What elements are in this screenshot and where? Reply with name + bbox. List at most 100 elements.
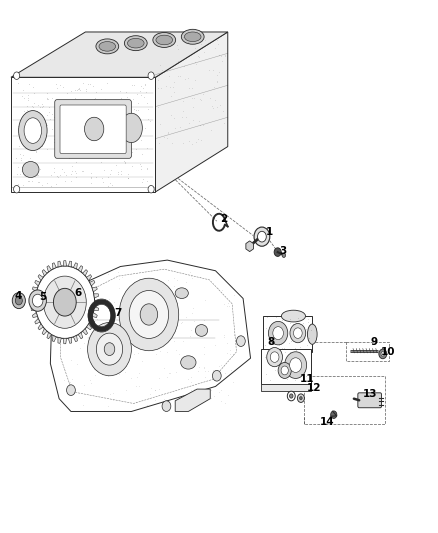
Point	[198, 39, 205, 48]
Point	[134, 133, 141, 142]
Circle shape	[53, 288, 76, 316]
Point	[226, 345, 233, 354]
Point	[165, 286, 172, 295]
Point	[20, 181, 27, 190]
Point	[143, 164, 150, 172]
Point	[35, 136, 42, 144]
Point	[291, 328, 298, 336]
Point	[44, 88, 51, 97]
Point	[93, 150, 100, 158]
Point	[124, 133, 131, 142]
Point	[131, 286, 138, 294]
Point	[53, 79, 60, 88]
Point	[118, 359, 125, 368]
Point	[186, 84, 193, 92]
Point	[75, 84, 82, 93]
Point	[284, 360, 291, 368]
Point	[99, 178, 106, 187]
Point	[138, 161, 145, 170]
Point	[76, 122, 83, 131]
Point	[200, 48, 207, 56]
Point	[180, 337, 187, 345]
Polygon shape	[263, 316, 312, 352]
Point	[136, 382, 143, 390]
Point	[115, 284, 122, 292]
Point	[73, 303, 80, 311]
Point	[185, 375, 192, 383]
Circle shape	[379, 349, 387, 359]
Point	[193, 60, 200, 69]
Point	[79, 109, 86, 117]
Point	[105, 148, 112, 156]
Point	[288, 337, 295, 345]
Text: 13: 13	[363, 390, 378, 399]
Point	[142, 80, 149, 89]
Point	[292, 375, 299, 384]
Point	[165, 71, 172, 80]
Point	[217, 397, 224, 405]
Point	[25, 176, 32, 185]
Point	[119, 272, 126, 281]
Point	[38, 100, 45, 108]
Circle shape	[212, 370, 221, 381]
Point	[120, 157, 127, 165]
Point	[26, 176, 33, 185]
Point	[129, 282, 136, 290]
Point	[92, 173, 99, 181]
Point	[121, 146, 128, 155]
Point	[13, 154, 20, 163]
Point	[291, 350, 298, 358]
Point	[134, 292, 141, 301]
Polygon shape	[31, 294, 36, 298]
Point	[217, 52, 224, 61]
Point	[133, 120, 140, 129]
Point	[168, 92, 175, 100]
Point	[15, 79, 22, 87]
Point	[87, 172, 94, 181]
Point	[184, 74, 191, 83]
Point	[88, 108, 95, 116]
Point	[138, 91, 145, 99]
Polygon shape	[58, 337, 61, 343]
Point	[43, 144, 50, 153]
Point	[104, 79, 111, 87]
Polygon shape	[90, 280, 95, 286]
Text: 5: 5	[39, 292, 46, 302]
Point	[49, 94, 56, 102]
Point	[109, 181, 116, 190]
Point	[193, 388, 200, 397]
Point	[81, 150, 88, 158]
Polygon shape	[32, 313, 38, 318]
Point	[221, 369, 228, 378]
Circle shape	[85, 117, 104, 141]
Circle shape	[12, 293, 25, 309]
Point	[125, 326, 132, 335]
Point	[293, 346, 300, 354]
Point	[28, 107, 35, 115]
Circle shape	[273, 327, 283, 340]
Point	[179, 113, 186, 122]
Point	[146, 390, 153, 399]
Point	[15, 163, 22, 172]
Point	[76, 134, 83, 142]
Ellipse shape	[181, 29, 204, 44]
Point	[81, 327, 88, 335]
Point	[155, 103, 162, 112]
Point	[216, 101, 223, 109]
Point	[164, 34, 171, 42]
Point	[187, 326, 194, 334]
Point	[175, 71, 182, 80]
Point	[287, 345, 294, 353]
Polygon shape	[78, 265, 83, 272]
Point	[192, 58, 199, 66]
Polygon shape	[11, 32, 228, 77]
Point	[171, 77, 178, 86]
Point	[82, 115, 89, 124]
Point	[112, 160, 119, 169]
Point	[284, 374, 291, 383]
Point	[91, 370, 98, 379]
Point	[108, 166, 115, 174]
Point	[161, 68, 168, 77]
Point	[55, 123, 62, 131]
Point	[121, 139, 128, 147]
